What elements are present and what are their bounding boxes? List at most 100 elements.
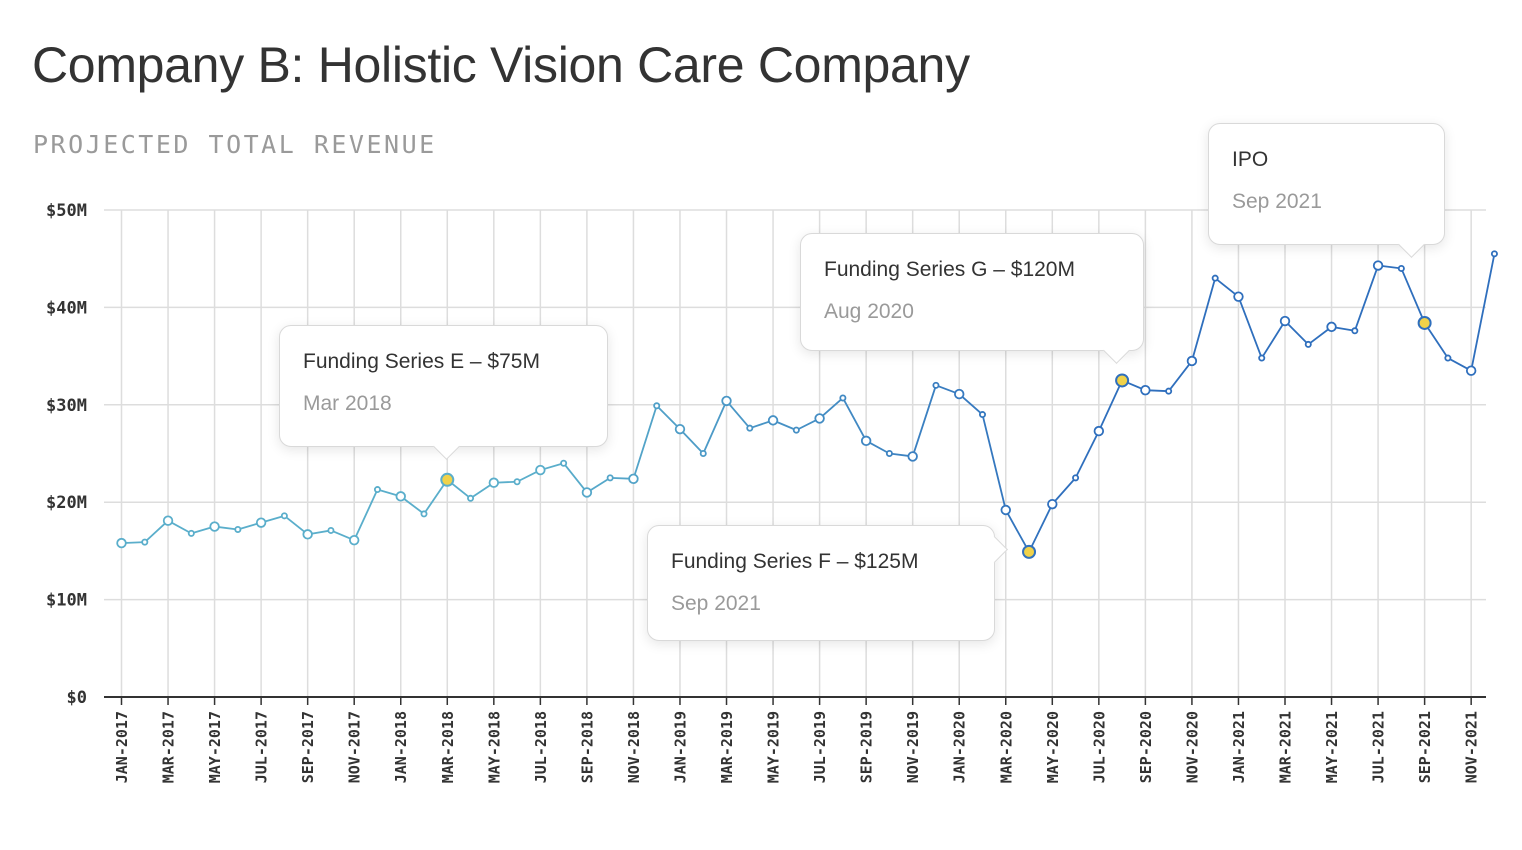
x-tick-label: SEP-2017 <box>299 711 317 783</box>
series-line-segment <box>1074 430 1100 479</box>
data-points <box>116 250 1498 559</box>
series-line-segment <box>562 462 588 494</box>
data-point <box>1258 354 1266 362</box>
callout-title: Funding Series G – $120M <box>824 258 1075 281</box>
data-point <box>1000 504 1011 516</box>
x-tick-label: JAN-2021 <box>1230 711 1248 783</box>
data-point <box>420 510 428 518</box>
data-point <box>1326 321 1337 333</box>
x-tick-label: JUL-2018 <box>532 711 550 783</box>
series-line-segment <box>353 488 379 542</box>
series-line-segment <box>1097 379 1124 432</box>
x-tick-label: MAR-2017 <box>160 711 178 783</box>
data-point <box>513 478 521 486</box>
y-tick-label: $0 <box>67 688 87 708</box>
series-line-segment <box>632 404 658 480</box>
data-point <box>1304 340 1312 348</box>
series-line-segment <box>1167 360 1193 393</box>
callout-date: Sep 2021 <box>671 592 761 615</box>
data-point <box>1233 291 1244 302</box>
y-tick-label: $40M <box>46 298 87 318</box>
x-tick-label: MAY-2017 <box>206 711 224 783</box>
series-line-segment <box>679 428 705 455</box>
data-point <box>1397 264 1405 272</box>
series-line-segment <box>911 384 937 458</box>
data-point <box>767 415 779 426</box>
highlighted-data-point <box>1115 373 1130 388</box>
data-point <box>814 413 825 424</box>
data-point <box>1211 274 1219 282</box>
y-axis: $0 $10M $20M $30M $40M $50M <box>46 201 87 708</box>
series-line-segment <box>1423 322 1449 359</box>
highlighted-data-point <box>1417 315 1432 330</box>
series-line-segment <box>1051 476 1077 506</box>
callout-funding-series-e: Funding Series E – $75M Mar 2018 <box>279 325 608 447</box>
x-tick-label: SEP-2020 <box>1137 711 1155 783</box>
series-line-segment <box>1237 295 1263 359</box>
x-tick-label: NOV-2021 <box>1463 711 1481 783</box>
x-tick-label: NOV-2020 <box>1183 711 1201 783</box>
series-line-segment <box>1400 267 1426 324</box>
data-point <box>1465 365 1477 376</box>
x-tick-label: JUL-2017 <box>253 711 271 783</box>
chart-subtitle: PROJECTED TOTAL REVENUE <box>33 130 437 159</box>
x-tick-label: JAN-2017 <box>113 711 131 783</box>
data-point <box>162 515 174 526</box>
highlighted-data-point <box>1022 544 1037 559</box>
x-tick-label: JAN-2018 <box>392 711 410 783</box>
data-point <box>839 394 847 402</box>
data-point <box>978 411 986 419</box>
data-point <box>1351 327 1359 335</box>
data-point <box>280 512 288 520</box>
callout-funding-series-g: Funding Series G – $120M Aug 2020 <box>800 233 1144 351</box>
series-line-segment <box>1028 503 1054 553</box>
x-axis: JAN-2017 MAR-2017 MAY-2017 JUL-2017 SEP-2017… <box>104 696 1486 783</box>
x-tick-label: MAR-2018 <box>439 711 457 783</box>
callout-funding-series-f: Funding Series F – $125M Sep 2021 <box>647 525 995 641</box>
data-point <box>234 525 242 533</box>
data-point <box>349 534 360 546</box>
data-point <box>907 451 918 462</box>
callout-title: IPO <box>1232 148 1269 171</box>
series-line-segment <box>1353 264 1379 332</box>
data-point <box>1372 260 1384 271</box>
x-tick-label: SEP-2021 <box>1416 711 1434 783</box>
data-point <box>209 521 220 532</box>
data-point <box>932 381 940 389</box>
x-tick-label: SEP-2019 <box>858 711 876 783</box>
data-point <box>255 517 267 528</box>
series-line-segment <box>1470 252 1496 372</box>
callout-title: Funding Series E – $75M <box>303 350 540 373</box>
y-tick-label: $50M <box>46 201 87 221</box>
callout-date: Sep 2021 <box>1232 190 1322 213</box>
data-point <box>954 388 965 400</box>
x-tick-label: JUL-2020 <box>1090 711 1108 783</box>
y-tick-label: $30M <box>46 396 87 416</box>
data-point <box>560 459 568 467</box>
grid <box>104 209 1486 697</box>
series-line-segment <box>725 400 751 430</box>
series-line-segment <box>1191 277 1217 362</box>
x-tick-label: NOV-2017 <box>346 711 364 783</box>
x-tick-label: SEP-2018 <box>578 711 596 783</box>
x-tick-label: MAY-2019 <box>765 711 783 783</box>
data-point <box>1490 250 1498 258</box>
x-tick-label: MAY-2021 <box>1323 711 1341 783</box>
data-point <box>860 435 872 447</box>
data-point <box>467 494 475 502</box>
data-point <box>606 474 614 482</box>
data-point <box>373 486 381 494</box>
data-point <box>488 477 500 488</box>
data-point <box>116 537 127 549</box>
data-point <box>1279 315 1291 327</box>
x-tick-label: MAY-2018 <box>485 711 503 783</box>
data-point <box>1047 498 1058 510</box>
data-point <box>746 424 754 432</box>
y-tick-label: $20M <box>46 493 87 513</box>
page-title: Company B: Holistic Vision Care Company <box>32 37 970 93</box>
data-point <box>327 526 335 534</box>
data-point <box>792 426 800 434</box>
x-tick-label: MAY-2020 <box>1044 711 1062 783</box>
x-tick-label: JUL-2019 <box>811 711 829 783</box>
